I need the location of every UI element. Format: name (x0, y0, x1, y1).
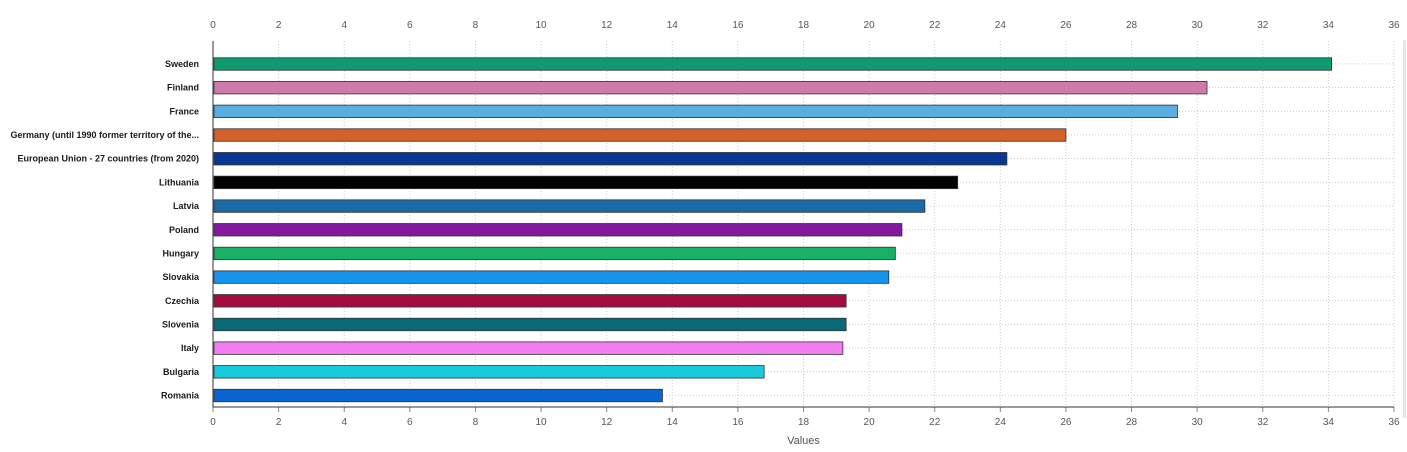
x-tick-label-top: 4 (341, 20, 347, 31)
x-axis-title: Values (787, 435, 820, 447)
x-tick-label-bottom: 14 (667, 417, 679, 428)
category-label: Poland (169, 225, 199, 235)
x-tick-label-top: 10 (535, 20, 547, 31)
x-tick-label-top: 34 (1323, 20, 1335, 31)
bar[interactable] (213, 388, 663, 403)
x-tick-label-top: 16 (732, 20, 744, 31)
x-tick-label-bottom: 36 (1388, 417, 1400, 428)
axes-layer (212, 41, 1395, 412)
bar[interactable] (213, 175, 959, 190)
bar[interactable] (213, 57, 1333, 71)
category-label: Romania (161, 391, 200, 401)
x-tick-label-bottom: 16 (732, 417, 744, 428)
x-tick-label-bottom: 20 (864, 417, 876, 428)
category-label: Slovakia (162, 272, 200, 282)
x-tick-label-bottom: 26 (1060, 417, 1072, 428)
labels-layer: 0022446688101012121414161618182020222224… (10, 20, 1400, 428)
x-tick-label-bottom: 2 (276, 417, 282, 428)
x-tick-label-top: 28 (1126, 20, 1138, 31)
bar[interactable] (213, 152, 1008, 166)
x-tick-label-top: 24 (995, 20, 1007, 31)
category-label: Hungary (162, 248, 199, 258)
bar[interactable] (213, 294, 847, 308)
x-tick-label-top: 14 (667, 20, 679, 31)
x-tick-label-top: 26 (1060, 20, 1072, 31)
x-tick-label-top: 20 (864, 20, 876, 31)
x-tick-label-bottom: 28 (1126, 417, 1138, 428)
x-tick-label-top: 22 (929, 20, 941, 31)
bar[interactable] (213, 81, 1208, 95)
category-label: European Union - 27 countries (from 2020… (17, 154, 199, 164)
category-label: Latvia (173, 201, 200, 211)
x-tick-label-bottom: 10 (535, 417, 547, 428)
x-tick-label-bottom: 0 (210, 417, 216, 428)
x-tick-label-top: 18 (798, 20, 810, 31)
x-tick-label-bottom: 8 (473, 417, 479, 428)
x-tick-label-top: 32 (1257, 20, 1269, 31)
category-label: Lithuania (159, 177, 200, 187)
category-label: Slovenia (162, 319, 200, 329)
x-tick-label-bottom: 4 (341, 417, 347, 428)
category-label: Italy (181, 343, 199, 353)
category-label: Bulgaria (163, 367, 200, 377)
x-tick-label-top: 12 (601, 20, 613, 31)
x-tick-label-bottom: 18 (798, 417, 810, 428)
x-tick-label-top: 2 (276, 20, 282, 31)
x-tick-label-top: 30 (1192, 20, 1204, 31)
bar[interactable] (213, 365, 765, 379)
category-label: Finland (167, 83, 199, 93)
bar[interactable] (213, 341, 844, 355)
category-label: Czechia (165, 296, 200, 306)
x-tick-label-bottom: 30 (1192, 417, 1204, 428)
x-tick-label-bottom: 32 (1257, 417, 1269, 428)
bars-layer (213, 57, 1333, 403)
bar[interactable] (213, 246, 896, 261)
bar[interactable] (213, 270, 890, 284)
bar[interactable] (213, 199, 926, 213)
x-tick-label-top: 8 (473, 20, 479, 31)
bar[interactable] (213, 128, 1067, 142)
vertical-scrollbar[interactable] (1403, 40, 1406, 418)
x-tick-label-bottom: 12 (601, 417, 613, 428)
bar[interactable] (213, 104, 1178, 119)
category-label: Sweden (165, 59, 199, 69)
bar[interactable] (213, 317, 847, 332)
x-tick-label-bottom: 22 (929, 417, 941, 428)
bar[interactable] (213, 223, 903, 237)
category-label: Germany (until 1990 former territory of … (10, 130, 199, 140)
category-label: France (169, 106, 199, 116)
x-tick-label-bottom: 6 (407, 417, 413, 428)
x-tick-label-bottom: 24 (995, 417, 1007, 428)
x-tick-label-bottom: 34 (1323, 417, 1335, 428)
x-tick-label-top: 36 (1388, 20, 1400, 31)
x-tick-label-top: 0 (210, 20, 216, 31)
x-tick-label-top: 6 (407, 20, 413, 31)
